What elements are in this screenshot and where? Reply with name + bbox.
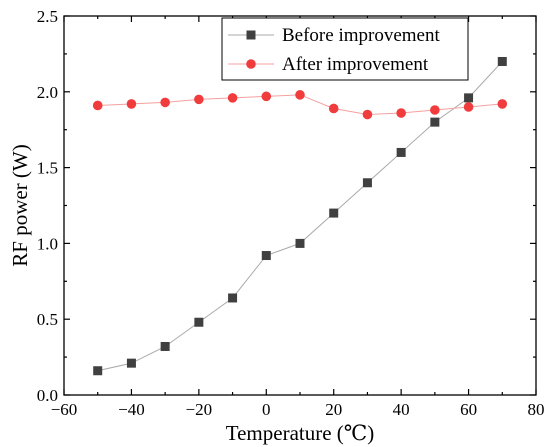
- y-tick-label: 1.0: [37, 234, 58, 253]
- data-point-before: [396, 147, 406, 157]
- data-point-before: [194, 317, 204, 327]
- data-point-before: [295, 238, 305, 248]
- y-axis: 0.0 0.5 1.0 1.5 2.0 2.5: [37, 7, 536, 405]
- legend: Before improvement After improvement: [221, 17, 469, 81]
- data-point-before: [228, 293, 238, 303]
- data-point-before: [464, 93, 474, 103]
- data-point-before: [126, 358, 136, 368]
- data-point-after: [497, 99, 508, 109]
- x-tick-label: 0: [262, 400, 271, 419]
- legend-label-1: Before improvement: [282, 25, 440, 46]
- data-point-after: [430, 105, 440, 115]
- data-point-after: [194, 94, 204, 105]
- y-axis-title: RF power (W): [8, 144, 32, 266]
- y-tick-label: 0.5: [37, 310, 58, 329]
- series-markers: [92, 56, 508, 376]
- data-point-before: [160, 341, 170, 351]
- data-point-before: [430, 117, 440, 127]
- y-tick-label: 2.0: [37, 83, 58, 102]
- x-tick-label: 80: [528, 400, 545, 419]
- data-point-after: [328, 103, 339, 114]
- data-point-after: [126, 99, 137, 109]
- x-tick-label: 60: [460, 400, 477, 419]
- data-point-after: [227, 93, 238, 103]
- y-tick-label: 1.5: [37, 159, 58, 178]
- data-point-after: [396, 108, 406, 118]
- data-point-after: [362, 109, 373, 120]
- data-point-before: [329, 208, 339, 218]
- y-tick-label: 2.5: [37, 7, 58, 26]
- x-tick-label: −40: [118, 400, 145, 419]
- data-point-before: [261, 251, 271, 261]
- y-tick-label: 0.0: [37, 386, 58, 405]
- legend-marker-circle: [246, 59, 256, 69]
- legend-marker-square: [246, 30, 256, 40]
- x-tick-label: 20: [325, 400, 342, 419]
- data-point-before: [497, 56, 507, 66]
- data-point-after: [92, 100, 103, 111]
- data-point-before: [93, 366, 103, 376]
- data-point-before: [362, 178, 372, 188]
- x-tick-label: −20: [186, 400, 213, 419]
- x-axis-title: Temperature (℃): [226, 421, 375, 445]
- legend-label-2: After improvement: [282, 54, 429, 75]
- data-point-after: [261, 91, 272, 102]
- data-point-after: [295, 90, 305, 100]
- x-tick-label: −60: [51, 400, 78, 419]
- data-point-after: [160, 97, 170, 108]
- series-line-1: [97, 61, 503, 372]
- x-tick-label: 40: [393, 400, 410, 419]
- series-lines: [97, 61, 503, 372]
- legend-box: [221, 17, 469, 81]
- data-point-after: [463, 102, 474, 112]
